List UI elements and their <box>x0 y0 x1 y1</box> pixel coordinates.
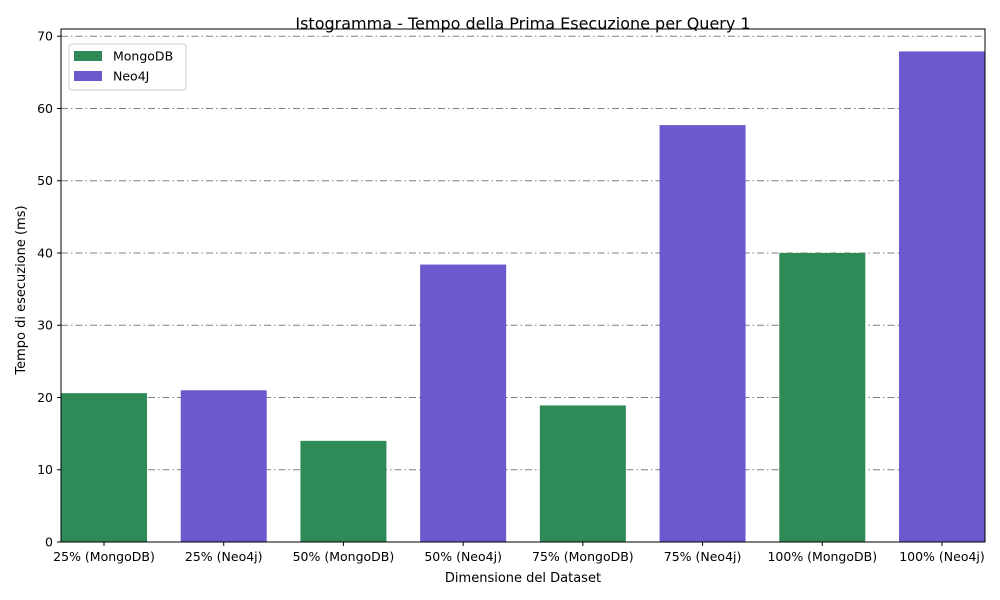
y-axis-ticks: 0 10 20 30 40 50 60 70 <box>37 29 61 550</box>
bar-3 <box>420 264 507 542</box>
x-tick-label: 75% (MongoDB) <box>532 549 634 564</box>
legend-swatch-0 <box>74 51 102 61</box>
bar-5 <box>659 125 746 543</box>
x-tick-label: 50% (Neo4j) <box>424 549 502 564</box>
bar-0 <box>61 393 147 542</box>
y-tick-label: 0 <box>45 535 53 550</box>
y-tick-label: 10 <box>37 462 53 477</box>
y-tick-label: 70 <box>37 29 53 44</box>
bar-6 <box>779 252 866 543</box>
x-tick-label: 75% (Neo4j) <box>664 549 742 564</box>
x-tick-label: 100% (Neo4j) <box>899 549 985 564</box>
bar-1 <box>180 390 267 542</box>
x-tick-label: 25% (Neo4j) <box>185 549 263 564</box>
legend: MongoDB Neo4J <box>68 43 187 91</box>
bars <box>61 51 985 543</box>
x-tick-label: 50% (MongoDB) <box>293 549 395 564</box>
chart-title: Istogramma - Tempo della Prima Esecuzion… <box>295 14 750 33</box>
legend-swatch-1 <box>74 71 102 81</box>
legend-label-1: Neo4J <box>113 69 149 84</box>
x-tick-label: 25% (MongoDB) <box>53 549 155 564</box>
y-tick-label: 30 <box>37 318 53 333</box>
y-tick-label: 50 <box>37 173 53 188</box>
plot-area-frame <box>60 28 986 543</box>
x-axis-ticks: 25% (MongoDB) 25% (Neo4j) 50% (MongoDB) 50%… <box>53 542 985 564</box>
bar-4 <box>539 405 626 542</box>
y-axis-label: Tempo di esecuzione (ms) <box>14 205 29 375</box>
bar-2 <box>300 440 387 542</box>
legend-label-0: MongoDB <box>113 49 173 64</box>
x-tick-label: 100% (MongoDB) <box>767 549 877 564</box>
y-tick-label: 20 <box>37 390 53 405</box>
y-tick-label: 60 <box>37 101 53 116</box>
bar-7 <box>899 51 985 542</box>
x-axis-label: Dimensione del Dataset <box>445 571 601 586</box>
y-tick-label: 40 <box>37 245 53 260</box>
